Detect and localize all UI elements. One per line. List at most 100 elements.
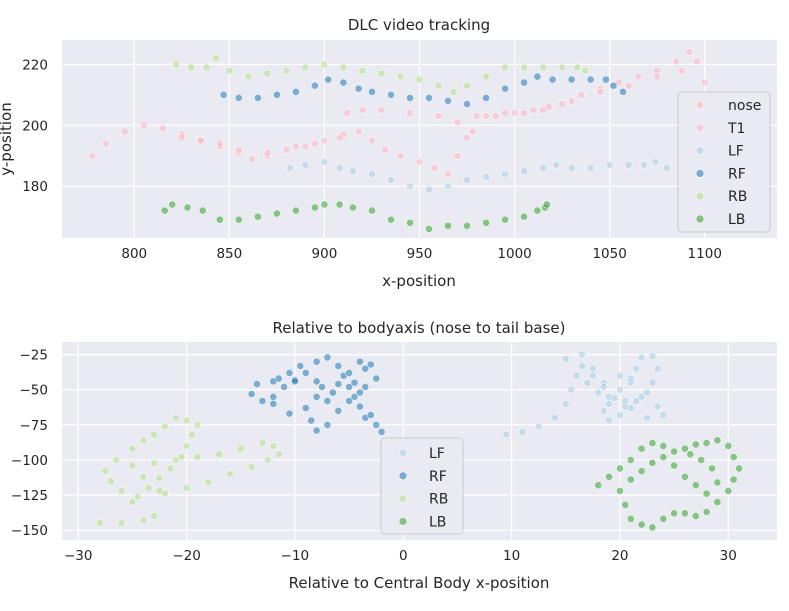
point-RF: [425, 94, 433, 102]
point-LB: [444, 221, 452, 230]
point-T1: [510, 109, 519, 117]
point-RB: [215, 450, 223, 459]
legend-box-bottom: [380, 437, 464, 535]
point-LB: [215, 215, 224, 224]
point-RB: [463, 81, 471, 90]
point-RB: [212, 54, 220, 63]
point-LF: [616, 385, 624, 394]
point-LF: [578, 350, 586, 359]
y-tick-label: 200: [22, 118, 48, 134]
point-LF: [632, 364, 641, 373]
point-RF: [258, 397, 267, 405]
point-RB: [171, 456, 180, 464]
point-LF: [605, 160, 614, 169]
point-LF: [348, 167, 357, 175]
point-LB: [702, 507, 711, 516]
point-RB: [106, 477, 115, 485]
point-RB: [112, 456, 121, 464]
point-RF: [619, 87, 627, 96]
y-tick-label: −50: [20, 383, 49, 399]
point-LF: [643, 413, 651, 422]
point-LF: [648, 378, 657, 387]
x-tick-label: 850: [216, 246, 242, 262]
point-nose: [320, 136, 329, 145]
point-LB: [253, 212, 262, 221]
point-LB: [648, 523, 657, 532]
legend-marker-RB: [398, 494, 408, 503]
point-RF: [307, 416, 316, 425]
point-RF: [269, 392, 278, 401]
point-RB: [150, 512, 158, 520]
point-LF: [637, 353, 646, 362]
point-LB: [626, 515, 635, 523]
point-RF: [301, 368, 310, 377]
point-RB: [193, 420, 202, 429]
point-LF: [567, 163, 576, 172]
point-RB: [225, 470, 234, 478]
point-LB: [637, 444, 646, 453]
point-LF: [335, 163, 344, 172]
point-nose: [430, 163, 439, 172]
x-tick-label: 10: [503, 548, 520, 564]
point-RF: [345, 382, 353, 391]
point-nose: [415, 157, 424, 166]
point-LB: [368, 206, 376, 215]
legend-marker-RF: [398, 471, 408, 481]
point-LF: [637, 392, 646, 401]
point-LB: [348, 203, 357, 212]
point-RB: [155, 486, 164, 495]
point-RF: [567, 75, 576, 84]
points-top: [88, 48, 717, 233]
chart-title-top: DLC video tracking: [348, 16, 490, 34]
point-RF: [354, 84, 363, 93]
legend-marker-LB: [398, 517, 408, 526]
point-RF: [301, 404, 310, 412]
point-LB: [605, 472, 613, 481]
point-nose: [368, 136, 376, 145]
point-RF: [350, 378, 359, 387]
legend-label-RB: RB: [728, 189, 747, 205]
point-T1: [358, 106, 367, 114]
point-RF: [312, 392, 321, 401]
point-LB: [594, 481, 603, 490]
legend-label-nose: nose: [728, 98, 761, 114]
point-LB: [702, 489, 711, 498]
point-RB: [282, 66, 291, 75]
point-LF: [599, 382, 608, 391]
point-LF: [301, 160, 310, 169]
point-RF: [310, 81, 319, 90]
point-RB: [172, 60, 180, 69]
point-RF: [323, 397, 332, 405]
x-tick-label: 0: [399, 548, 408, 564]
point-RF: [318, 382, 326, 391]
x-tick-label: −10: [281, 548, 310, 564]
point-RF: [272, 90, 281, 99]
legend-label-RF: RF: [429, 469, 447, 485]
y-ticks-top: 180 200 220: [22, 57, 48, 195]
point-LB: [637, 467, 646, 476]
point-T1: [177, 133, 186, 142]
x-tick-label: −30: [64, 548, 93, 564]
point-LB: [648, 458, 657, 467]
point-RB: [144, 484, 153, 492]
point-LB: [291, 206, 300, 215]
point-LF: [406, 182, 414, 191]
point-LB: [183, 203, 192, 212]
point-LB: [729, 453, 738, 461]
legend-label-LB: LB: [728, 212, 745, 228]
point-LF: [624, 160, 633, 169]
point-RF: [387, 90, 395, 99]
point-RB: [358, 66, 367, 75]
point-RF: [366, 360, 375, 369]
point-LF: [586, 163, 595, 172]
point-RB: [558, 63, 566, 72]
point-T1: [215, 139, 224, 148]
point-RF: [586, 75, 595, 84]
panel-bottom: −30 −20 −10 0 10 20 30 −25−50−75−100−125−150 R…: [11, 319, 777, 592]
point-LF: [561, 399, 570, 408]
point-LF: [518, 427, 527, 436]
legend-label-RB: RB: [429, 492, 448, 508]
point-LF: [616, 411, 624, 419]
point-nose: [444, 170, 452, 178]
point-LF: [653, 364, 662, 373]
